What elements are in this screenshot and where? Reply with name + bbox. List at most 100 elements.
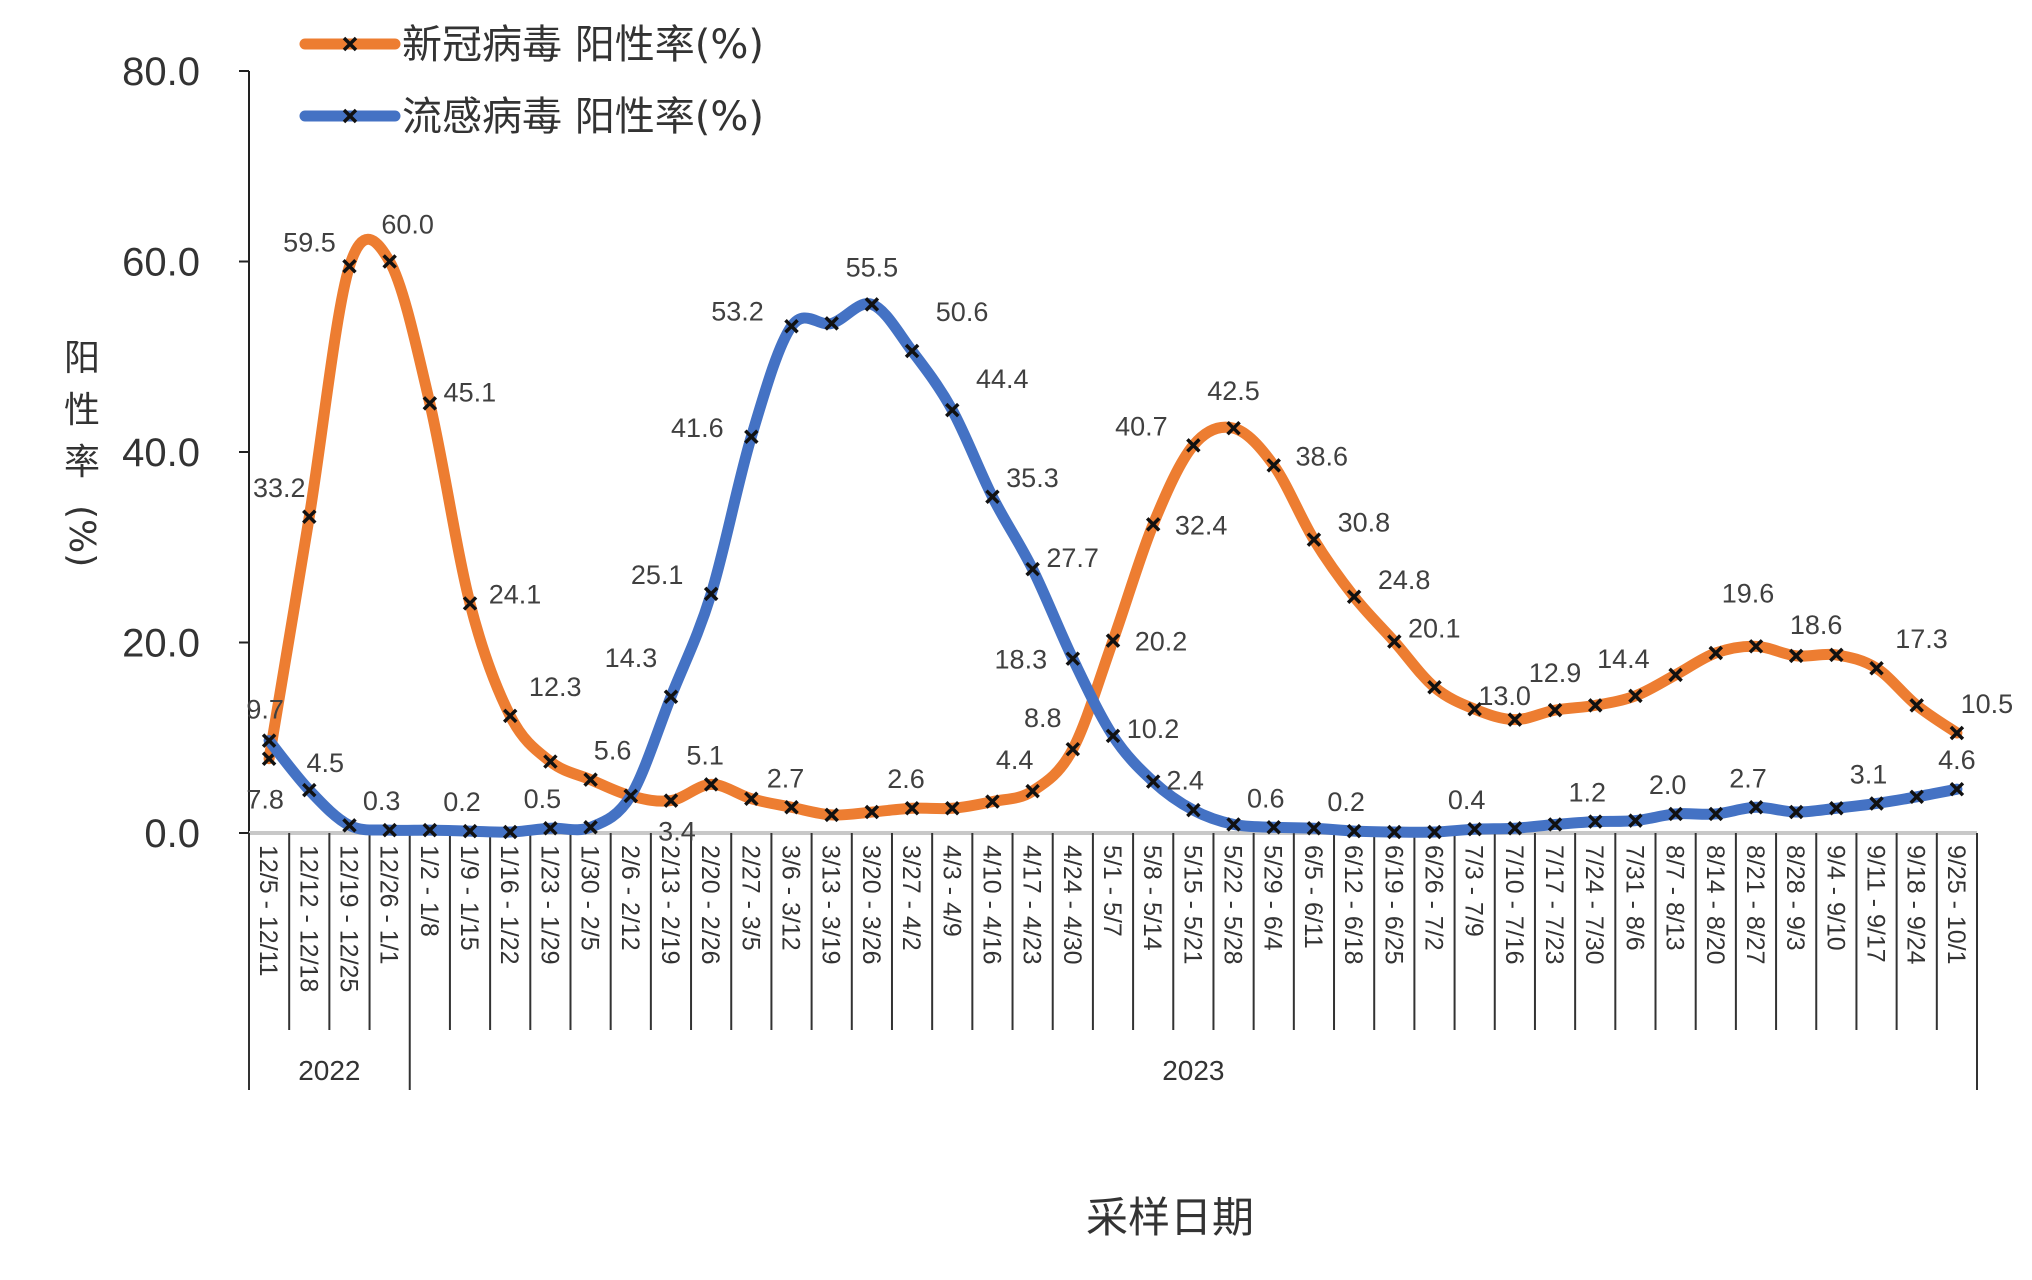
x-marker-icon	[261, 751, 277, 766]
x-marker-icon	[904, 343, 920, 359]
x-marker-icon	[583, 772, 598, 787]
data-label: 45.1	[444, 377, 497, 407]
x-category-label: 7/10 - 7/16	[1500, 845, 1528, 965]
x-marker-icon	[382, 254, 397, 269]
x-marker-icon	[1025, 783, 1040, 799]
x-category-label: 5/1 - 5/7	[1098, 845, 1126, 937]
x-category-label: 6/19 - 6/25	[1379, 845, 1407, 965]
data-label: 7.8	[246, 785, 284, 815]
x-marker-icon	[1668, 667, 1683, 683]
x-marker-icon	[342, 108, 358, 124]
x-category-label: 3/13 - 3/19	[817, 845, 845, 965]
x-category-label: 6/26 - 7/2	[1419, 845, 1447, 951]
data-label: 18.3	[995, 645, 1048, 675]
data-label: 42.5	[1207, 376, 1260, 406]
x-category-label: 5/8 - 5/14	[1138, 845, 1166, 951]
x-category-label: 12/12 - 12/18	[294, 845, 322, 992]
data-label: 20.1	[1408, 614, 1461, 644]
x-marker-icon	[1547, 702, 1563, 718]
x-category-label: 8/28 - 9/3	[1781, 845, 1809, 951]
x-marker-icon	[1869, 660, 1884, 676]
data-label: 2.0	[1649, 770, 1687, 800]
x-marker-icon	[784, 319, 799, 334]
x-marker-icon	[1186, 802, 1201, 818]
x-category-label: 12/5 - 12/11	[254, 845, 282, 977]
series-line	[263, 298, 1963, 838]
data-label: 13.0	[1478, 681, 1531, 711]
x-category-label: 9/11 - 9/17	[1862, 845, 1890, 963]
x-marker-icon	[945, 402, 960, 418]
x-marker-icon	[1105, 633, 1121, 648]
x-category-label: 5/22 - 5/28	[1219, 845, 1247, 965]
x-marker-icon	[703, 777, 719, 792]
data-label: 19.6	[1722, 578, 1775, 608]
x-category-label: 6/5 - 6/11	[1299, 845, 1327, 949]
legend-label: 流感病毒 阳性率(%)	[402, 94, 764, 140]
year-group-label: 2022	[298, 1055, 360, 1086]
x-marker-icon	[1065, 741, 1081, 757]
x-marker-icon	[462, 596, 478, 611]
x-category-label: 4/10 - 4/16	[977, 845, 1005, 965]
x-marker-icon	[1387, 634, 1402, 649]
x-marker-icon	[422, 396, 438, 411]
data-label: 0.6	[1247, 783, 1285, 813]
x-marker-icon	[945, 800, 960, 816]
x-category-label: 7/24 - 7/30	[1580, 845, 1608, 965]
x-axis: 12/5 - 12/11 12/12 - 12/18 12/19 - 12/25 12…	[248, 831, 1978, 1090]
data-label: 53.2	[711, 296, 764, 326]
x-category-label: 9/18 - 9/24	[1902, 845, 1930, 965]
x-category-label: 3/20 - 3/26	[857, 845, 885, 965]
x-marker-icon	[261, 733, 277, 748]
x-marker-icon	[1909, 698, 1924, 713]
x-marker-icon	[1587, 698, 1603, 713]
data-label: 2.7	[1729, 763, 1767, 793]
x-marker-icon	[1427, 680, 1442, 695]
data-label: 18.6	[1790, 610, 1843, 640]
x-marker-icon	[1266, 458, 1281, 473]
data-label: 4.5	[307, 748, 345, 778]
x-marker-icon	[422, 822, 438, 838]
x-marker-icon	[342, 259, 357, 274]
y-tick-label: 20.0	[122, 622, 200, 666]
x-category-label: 2/6 - 2/12	[616, 845, 644, 951]
y-tick-label: 0.0	[144, 812, 200, 856]
x-category-label: 6/12 - 6/18	[1339, 845, 1367, 965]
y-axis-title-char: 率	[64, 442, 100, 483]
year-group-label: 2023	[1162, 1055, 1224, 1086]
x-marker-icon	[623, 788, 639, 804]
x-marker-icon	[1145, 517, 1161, 532]
data-label: 44.4	[976, 364, 1029, 394]
x-category-label: 1/2 - 1/8	[415, 845, 443, 937]
series-flu	[261, 297, 1965, 840]
data-label: 14.4	[1597, 644, 1650, 674]
data-label: 0.2	[1327, 787, 1365, 817]
y-axis-title-char: 性	[64, 390, 100, 431]
x-marker-icon	[502, 824, 518, 840]
x-marker-icon	[744, 429, 759, 444]
x-category-label: 2/27 - 3/5	[736, 845, 764, 951]
x-marker-icon	[1186, 438, 1201, 453]
x-marker-icon	[1065, 651, 1081, 666]
x-marker-icon	[1467, 821, 1482, 837]
data-label: 41.6	[671, 413, 724, 443]
data-label: 17.3	[1895, 624, 1948, 654]
data-label: 25.1	[631, 560, 684, 590]
x-marker-icon	[1427, 824, 1442, 840]
x-category-label: 3/27 - 4/2	[897, 845, 925, 951]
x-marker-icon	[1788, 648, 1804, 664]
x-marker-icon	[1105, 728, 1121, 744]
data-label: 2.4	[1166, 766, 1204, 796]
y-axis: 0.0 20.0 40.0 60.0 80.0	[122, 50, 250, 856]
data-label: 9.7	[246, 695, 284, 725]
data-label: 32.4	[1175, 510, 1228, 540]
data-label: 2.6	[887, 764, 925, 794]
x-category-label: 4/24 - 4/30	[1058, 845, 1086, 965]
data-label: 5.1	[686, 740, 724, 770]
x-marker-icon	[382, 822, 397, 838]
x-marker-icon	[1829, 800, 1844, 816]
data-label: 3.1	[1850, 759, 1888, 789]
x-marker-icon	[824, 807, 839, 823]
x-category-label: 7/17 - 7/23	[1540, 845, 1568, 965]
x-category-label: 12/26 - 1/1	[375, 845, 403, 965]
